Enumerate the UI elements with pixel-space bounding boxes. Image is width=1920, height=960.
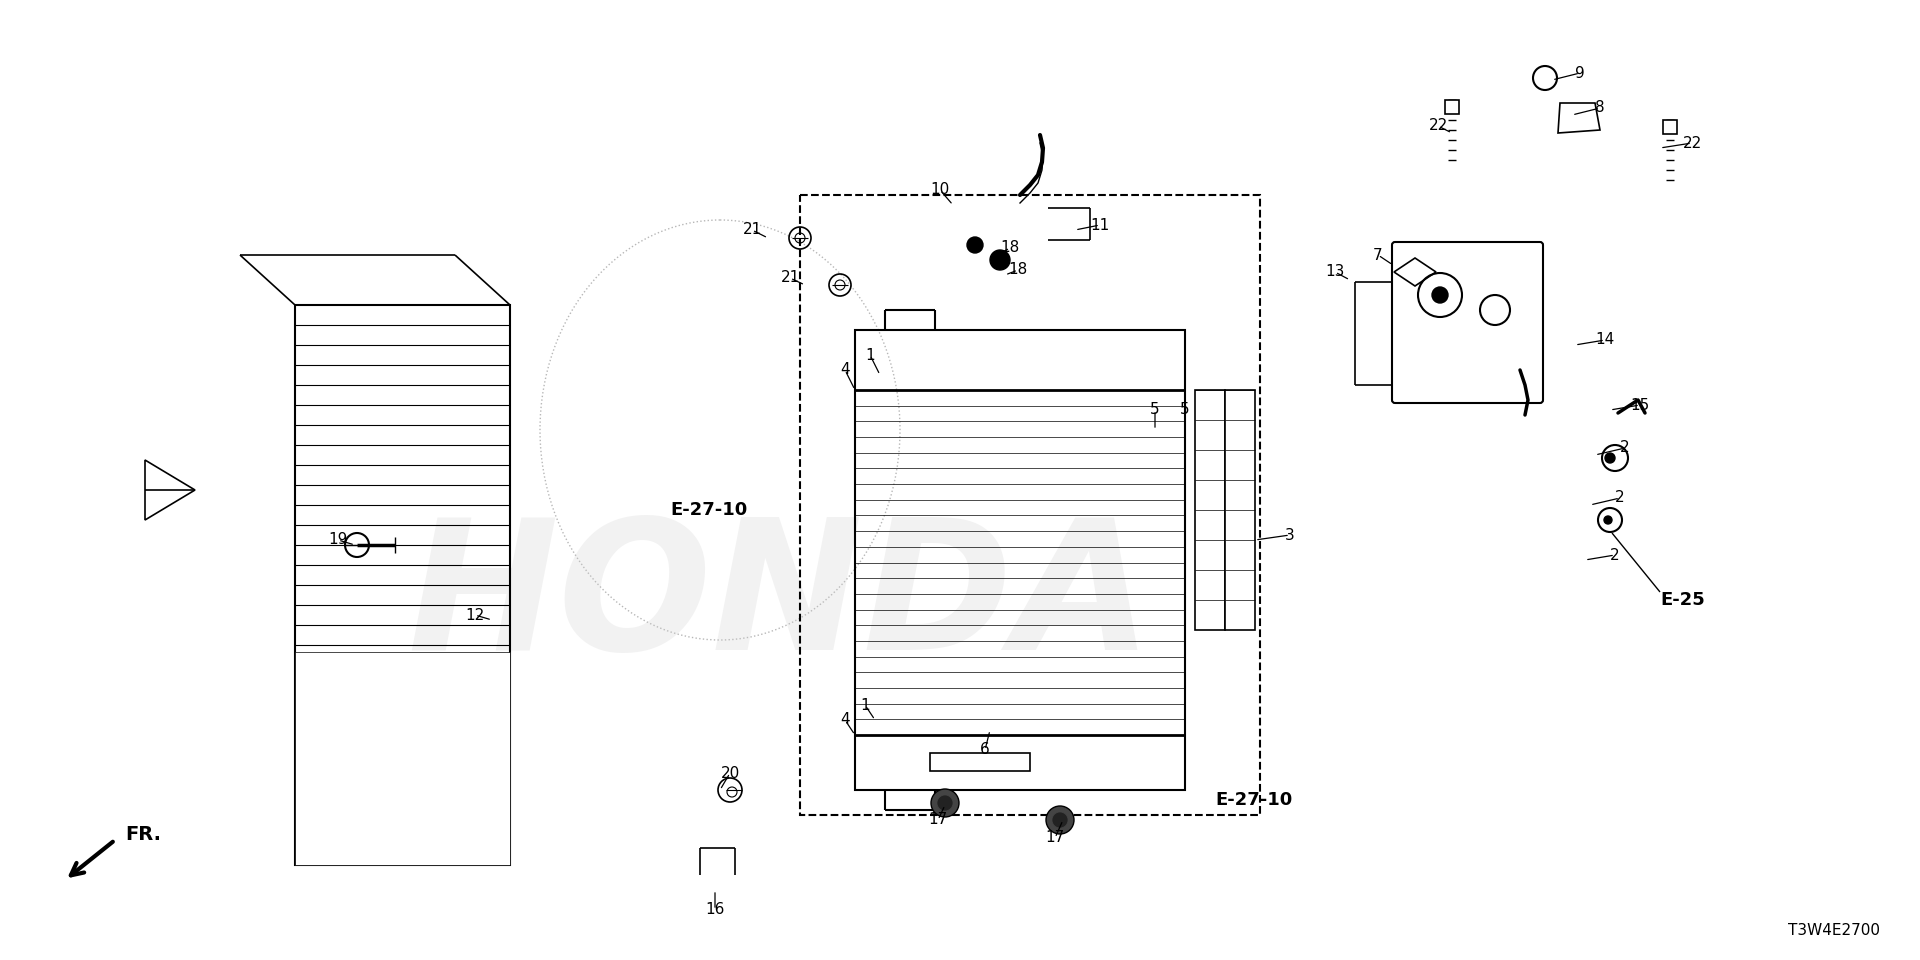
Text: 1: 1: [866, 348, 876, 363]
Circle shape: [968, 237, 983, 253]
Text: 22: 22: [1428, 118, 1448, 133]
Circle shape: [931, 789, 958, 817]
Text: FR.: FR.: [125, 826, 161, 845]
Circle shape: [1603, 516, 1613, 524]
Text: 13: 13: [1325, 265, 1344, 279]
Circle shape: [1432, 287, 1448, 303]
Circle shape: [1052, 812, 1068, 828]
Text: 3: 3: [1284, 527, 1294, 542]
Text: 21: 21: [743, 223, 762, 237]
Text: 17: 17: [1044, 830, 1064, 846]
Text: 2: 2: [1611, 547, 1620, 563]
Bar: [1663, 120, 1676, 134]
Text: 15: 15: [1630, 397, 1649, 413]
Text: 9: 9: [1574, 65, 1584, 81]
Text: 7: 7: [1373, 248, 1382, 262]
Text: E-27-10: E-27-10: [670, 501, 747, 519]
Text: 12: 12: [465, 608, 484, 622]
Text: 4: 4: [841, 712, 851, 728]
Bar: [854, 330, 1185, 790]
Text: 6: 6: [979, 742, 991, 757]
Bar: [929, 753, 1029, 771]
Bar: [801, 195, 1260, 815]
Bar: [1194, 390, 1225, 630]
Text: E-27-10: E-27-10: [1215, 791, 1292, 809]
Circle shape: [1605, 453, 1615, 463]
Text: 11: 11: [1091, 218, 1110, 232]
Text: 5: 5: [1150, 402, 1160, 418]
Text: 5: 5: [1181, 402, 1190, 418]
Text: T3W4E2700: T3W4E2700: [1788, 923, 1880, 938]
Text: 17: 17: [929, 812, 948, 828]
Bar: [1225, 390, 1256, 630]
Text: 14: 14: [1596, 332, 1615, 348]
Text: 10: 10: [931, 182, 950, 198]
Text: 2: 2: [1615, 491, 1624, 506]
Bar: [296, 305, 511, 865]
Text: 19: 19: [328, 533, 348, 547]
Text: 22: 22: [1682, 135, 1701, 151]
Text: 2: 2: [1620, 441, 1630, 455]
Circle shape: [1046, 806, 1073, 834]
Text: 1: 1: [860, 698, 870, 712]
Text: HONDA: HONDA: [407, 512, 1152, 688]
Text: 4: 4: [841, 363, 851, 377]
Text: 20: 20: [720, 765, 739, 780]
Text: 21: 21: [780, 271, 799, 285]
Bar: [1446, 100, 1459, 114]
Text: E-25: E-25: [1661, 591, 1705, 609]
Text: 8: 8: [1596, 101, 1605, 115]
Bar: [296, 652, 511, 865]
Circle shape: [991, 250, 1010, 270]
Circle shape: [937, 795, 952, 811]
Text: 16: 16: [705, 902, 724, 918]
Text: 18: 18: [1000, 241, 1020, 255]
Text: 18: 18: [1008, 262, 1027, 277]
FancyBboxPatch shape: [1392, 242, 1544, 403]
